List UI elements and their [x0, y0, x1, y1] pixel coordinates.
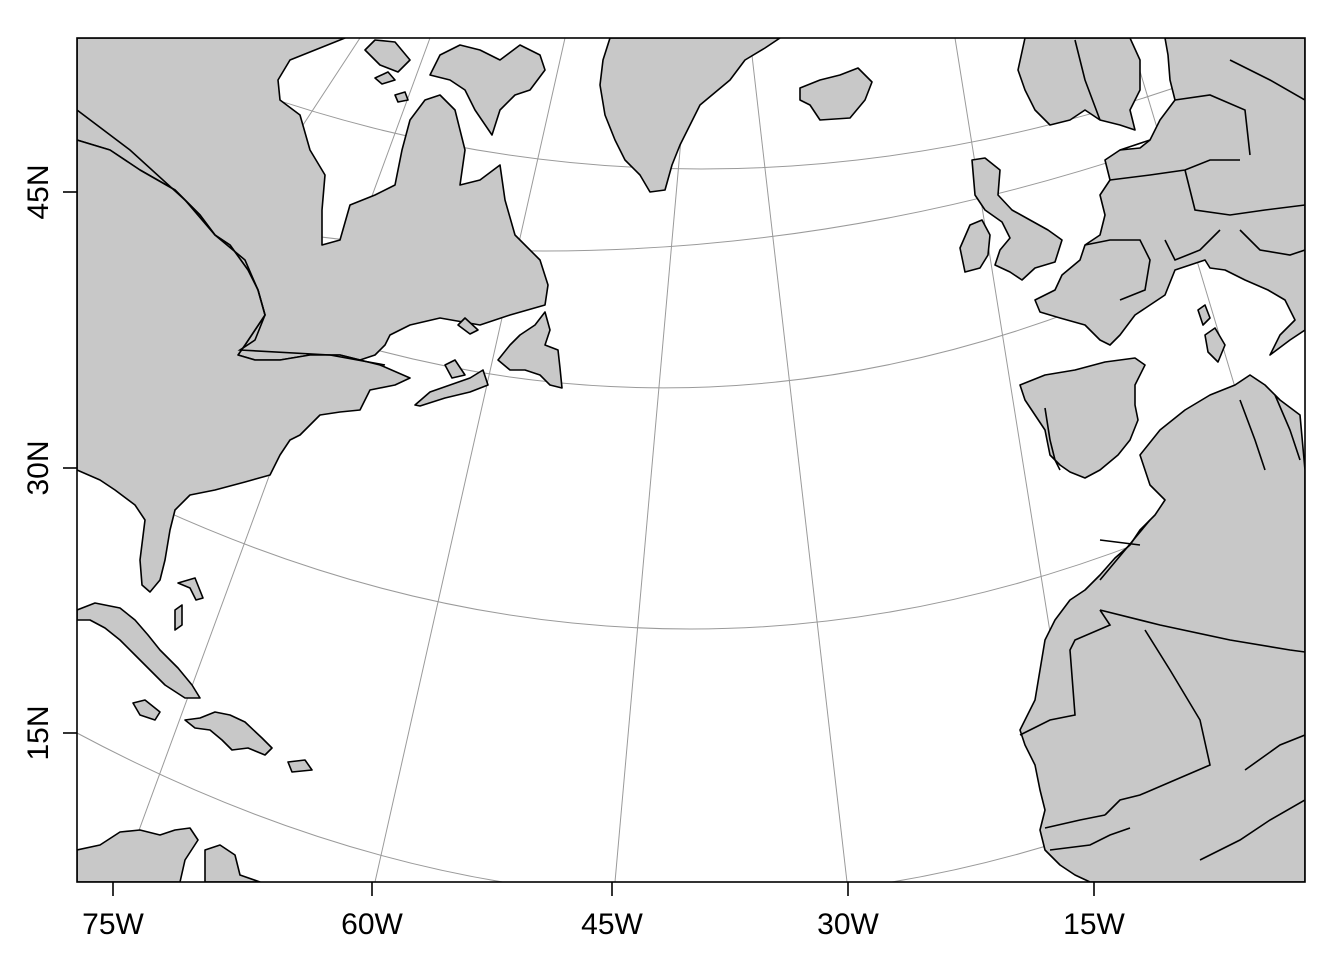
country-border-line: [1099, 609, 1305, 653]
greenland-landmass: [599, 38, 781, 193]
country-border-line: [1044, 814, 1131, 851]
baffin-island: [429, 44, 546, 136]
x-tick-label: 15W: [1063, 908, 1125, 941]
x-tick-label: 75W: [82, 908, 144, 941]
jamaica-island: [132, 699, 161, 721]
country-borders: [77, 39, 1305, 861]
iberian-peninsula: [1019, 357, 1146, 479]
meridian-line: [374, 38, 566, 882]
hispaniola-island: [184, 711, 273, 756]
x-tick-label: 45W: [581, 908, 643, 941]
country-border-line: [1119, 139, 1305, 256]
ireland-island: [959, 219, 991, 273]
country-border-line: [1109, 159, 1305, 216]
puerto-rico-island: [287, 759, 313, 773]
great-britain-island: [971, 157, 1063, 281]
meridian-line: [749, 38, 848, 882]
bahamas-island: [177, 577, 204, 601]
gulf-island: [444, 359, 466, 379]
cuba-island: [77, 602, 201, 699]
country-border-line: [1199, 734, 1305, 861]
south-america-landmass: [204, 844, 261, 882]
country-border-line: [1019, 609, 1112, 736]
country-border-line: [1099, 519, 1151, 581]
y-tick-label: 15N: [22, 705, 55, 760]
newfoundland-island: [497, 311, 563, 389]
south-america-landmass: [77, 827, 199, 882]
meridian-line: [614, 38, 691, 882]
nova-scotia: [414, 369, 489, 407]
united-states-east-coast: [77, 139, 411, 593]
country-border-line: [1044, 407, 1061, 471]
country-border-line: [1239, 394, 1301, 471]
arctic-island: [374, 71, 396, 85]
y-axis: 45N 30N 15N: [22, 164, 77, 761]
y-tick-label: 45N: [22, 164, 55, 219]
country-border-line: [1084, 229, 1221, 301]
country-border-line: [1074, 39, 1101, 121]
arctic-island: [364, 39, 411, 73]
mediterranean-island: [1197, 304, 1211, 326]
africa-landmass: [1019, 374, 1305, 882]
canada-us-border: [77, 109, 386, 366]
country-border-line: [1174, 59, 1305, 156]
scandinavia-landmass: [1017, 38, 1141, 131]
gulf-island: [457, 317, 479, 335]
x-axis: 75W 60W 45W 30W 15W: [82, 882, 1126, 941]
country-border-line: [1104, 629, 1211, 816]
plot-frame: [76, 37, 1306, 883]
bahamas-island: [174, 604, 183, 631]
iceland-landmass: [799, 67, 873, 121]
mediterranean-island: [1204, 327, 1226, 363]
parallel-line: [77, 467, 1305, 630]
y-tick-label: 30N: [22, 440, 55, 495]
x-tick-label: 30W: [817, 908, 879, 941]
arctic-island: [394, 91, 409, 103]
x-tick-label: 60W: [341, 908, 403, 941]
